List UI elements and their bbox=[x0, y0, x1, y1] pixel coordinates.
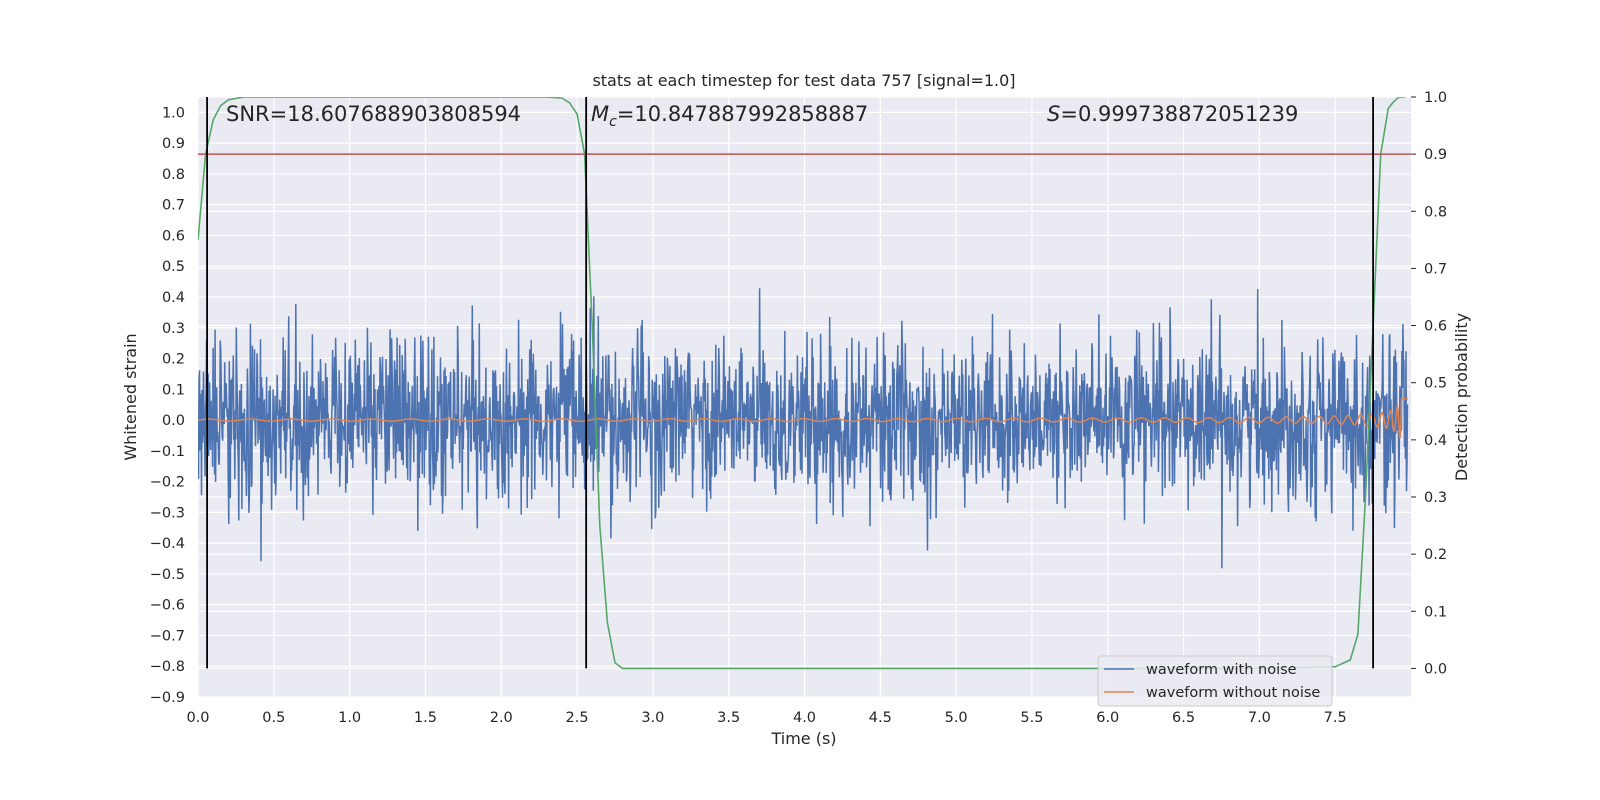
legend-label-noise: waveform with noise bbox=[1146, 662, 1297, 678]
y2-tick-label: 0.4 bbox=[1424, 433, 1447, 449]
x-tick-label: 1.0 bbox=[338, 710, 361, 726]
x-tick-label: 4.0 bbox=[793, 710, 816, 726]
x-tick-label: 7.0 bbox=[1248, 710, 1271, 726]
y-tick-label: −0.8 bbox=[150, 659, 185, 675]
y2-tick-label: 1.0 bbox=[1424, 90, 1447, 106]
y2-tick-label: 0.3 bbox=[1424, 490, 1447, 506]
x-tick-label: 7.5 bbox=[1324, 710, 1347, 726]
plot-area bbox=[198, 97, 1411, 670]
y-tick-label: 0.3 bbox=[162, 321, 185, 337]
x-tick-label: 5.5 bbox=[1020, 710, 1043, 726]
snr-annotation: SNR=18.607688903808594 bbox=[226, 102, 521, 126]
y2-tick-label: 0.5 bbox=[1424, 376, 1447, 392]
y-tick-label: −0.9 bbox=[150, 690, 185, 706]
x-tick-label: 3.0 bbox=[641, 710, 664, 726]
x-tick-label: 6.5 bbox=[1172, 710, 1195, 726]
legend-label-clean: waveform without noise bbox=[1146, 685, 1320, 701]
y-tick-label: −0.7 bbox=[150, 628, 185, 644]
y-axis-label: Whitened strain bbox=[121, 333, 140, 460]
y2-tick-label: 0.9 bbox=[1424, 147, 1447, 163]
mc-annotation: Mc=10.847887992858887 bbox=[591, 102, 868, 130]
y-tick-label: −0.5 bbox=[150, 567, 185, 583]
y-tick-label: −0.6 bbox=[150, 598, 185, 614]
x-tick-label: 2.0 bbox=[490, 710, 513, 726]
y-tick-label: −0.4 bbox=[150, 536, 185, 552]
y-tick-label: −0.3 bbox=[150, 505, 185, 521]
x-tick-label: 0.0 bbox=[186, 710, 209, 726]
series-waveform-with-noise bbox=[198, 288, 1409, 569]
y2-tick-label: 0.8 bbox=[1424, 204, 1447, 220]
chart-title: stats at each timestep for test data 757… bbox=[592, 71, 1015, 90]
y-tick-label: 0.1 bbox=[162, 382, 185, 398]
legend-box bbox=[1097, 655, 1333, 707]
y-tick-label: −0.2 bbox=[150, 475, 185, 491]
y2-tick-label: 0.1 bbox=[1424, 604, 1447, 620]
y-tick-label: 0.7 bbox=[162, 198, 185, 214]
y2-axis-label: Detection probability bbox=[1452, 313, 1471, 481]
y-tick-label: 1.0 bbox=[162, 105, 185, 121]
x-tick-label: 6.0 bbox=[1096, 710, 1119, 726]
legend: waveform with noise waveform without noi… bbox=[1097, 655, 1333, 707]
s-annotation: S=0.999738872051239 bbox=[1047, 102, 1298, 126]
tick-labels: 0.0 0.5 1.0 1.5 2.0 2.5 3.0 3.5 4.0 4.5 5.0 5.5 6.0 6… bbox=[150, 90, 1447, 726]
x-tick-label: 0.5 bbox=[262, 710, 285, 726]
y-tick-label: 0.4 bbox=[162, 290, 185, 306]
y-tick-label: 0.5 bbox=[162, 259, 185, 275]
x-tick-label: 1.5 bbox=[414, 710, 437, 726]
series-waveform-without-noise bbox=[198, 397, 1408, 439]
y-tick-label: 0.2 bbox=[162, 352, 185, 368]
x-tick-label: 4.5 bbox=[869, 710, 892, 726]
y-tick-label: 0.6 bbox=[162, 228, 185, 244]
x-tick-label: 3.5 bbox=[717, 710, 740, 726]
y-tick-label: 0.0 bbox=[162, 413, 185, 429]
y2-tick-label: 0.0 bbox=[1424, 661, 1447, 677]
y2-tick-label: 0.6 bbox=[1424, 319, 1447, 335]
x-axis-label: Time (s) bbox=[770, 729, 836, 748]
series-detection-probability bbox=[198, 97, 1405, 670]
y-tick-label: −0.1 bbox=[150, 444, 185, 460]
y2-tick-label: 0.7 bbox=[1424, 261, 1447, 277]
y-tick-label: 0.8 bbox=[162, 167, 185, 183]
y-tick-label: 0.9 bbox=[162, 136, 185, 152]
y2-tick-label: 0.2 bbox=[1424, 547, 1447, 563]
x-tick-label: 2.5 bbox=[566, 710, 589, 726]
x-tick-label: 5.0 bbox=[945, 710, 968, 726]
